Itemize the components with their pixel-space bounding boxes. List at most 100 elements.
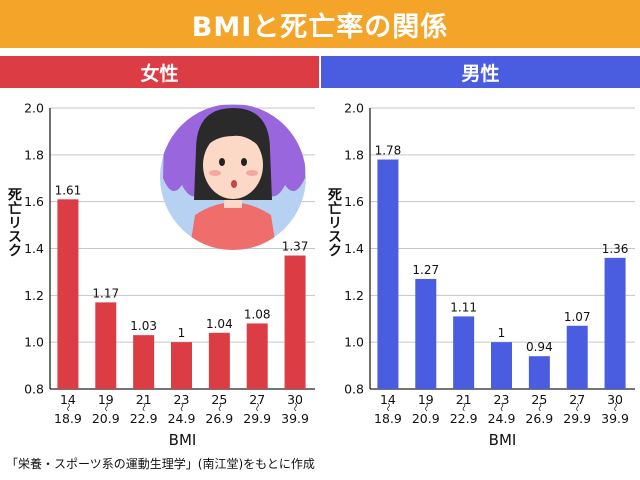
x-tick-label: 25 [211, 392, 227, 407]
x-tick-label: 20.9 [412, 411, 440, 426]
range-tilde: 〜 [176, 402, 186, 411]
title-banner: BMIと死亡率の関係 [0, 0, 640, 48]
x-tick-label: 24.9 [488, 411, 516, 426]
bar [453, 316, 475, 389]
data-label: 1 [178, 326, 186, 340]
y-tick-label: 1.6 [344, 194, 364, 209]
y-tick-label: 1.4 [24, 241, 44, 256]
data-label: 1.04 [206, 317, 233, 331]
x-tick-label: 26.9 [205, 411, 233, 426]
range-tilde: 〜 [609, 402, 619, 411]
woman-illustration [160, 104, 306, 250]
data-label: 1.17 [92, 286, 119, 300]
x-tick-label: 18.9 [54, 411, 82, 426]
x-tick-label: 23 [494, 392, 510, 407]
range-tilde: 〜 [420, 402, 430, 411]
bar [377, 159, 399, 389]
data-label: 1 [498, 326, 506, 340]
x-tick-label: 22.9 [450, 411, 478, 426]
bar [133, 335, 155, 389]
x-tick-label: 23 [174, 392, 190, 407]
data-label: 1.36 [602, 242, 629, 256]
x-tick-label: 22.9 [130, 411, 158, 426]
page-title: BMIと死亡率の関係 [191, 11, 449, 43]
male-panel-header: 男性 [321, 56, 640, 88]
data-label: 1.61 [55, 183, 82, 197]
range-tilde: 〜 [458, 402, 468, 411]
y-tick-label: 1.6 [24, 194, 44, 209]
right-eye [241, 158, 247, 166]
x-tick-label: 29.9 [243, 411, 271, 426]
y-tick-label: 0.8 [24, 382, 44, 397]
y-tick-label: 1.0 [344, 335, 364, 350]
x-tick-label: 27 [569, 392, 585, 407]
x-axis-title: BMI [489, 431, 517, 449]
range-tilde: 〜 [62, 402, 72, 411]
bar [246, 323, 268, 389]
x-tick-label: 19 [98, 392, 114, 407]
left-cheek [209, 170, 221, 176]
data-label: 1.08 [244, 307, 271, 321]
x-tick-label: 25 [531, 392, 547, 407]
x-tick-label: 30 [607, 392, 623, 407]
shirt [188, 202, 278, 250]
source-note: 「栄養・スポーツ系の運動生理学」(南江堂)をもとに作成 [6, 457, 315, 471]
bar [528, 356, 550, 389]
y-tick-label: 2.0 [344, 101, 364, 116]
range-tilde: 〜 [138, 402, 148, 411]
x-tick-label: 14 [380, 392, 396, 407]
x-tick-label: 27 [249, 392, 265, 407]
x-tick-label: 39.9 [601, 411, 629, 426]
range-tilde: 〜 [496, 402, 506, 411]
y-tick-label: 1.8 [24, 147, 44, 162]
x-tick-label: 20.9 [92, 411, 120, 426]
range-tilde: 〜 [571, 402, 581, 411]
bar [208, 332, 230, 389]
data-label: 1.27 [412, 263, 439, 277]
range-tilde: 〜 [289, 402, 299, 411]
bar [95, 302, 117, 389]
bangs [203, 121, 263, 150]
bar [491, 342, 512, 389]
x-tick-label: 30 [287, 392, 303, 407]
range-tilde: 〜 [213, 402, 223, 411]
face [203, 131, 263, 199]
data-label: 1.03 [130, 319, 157, 333]
mouth [231, 180, 237, 188]
y-tick-label: 1.8 [344, 147, 364, 162]
x-tick-label: 29.9 [563, 411, 591, 426]
y-tick-label: 1.4 [344, 241, 364, 256]
bar [284, 255, 306, 389]
data-label: 0.94 [526, 340, 553, 354]
x-tick-label: 24.9 [168, 411, 196, 426]
x-tick-label: 21 [136, 392, 152, 407]
y-tick-label: 1.2 [24, 288, 44, 303]
range-tilde: 〜 [251, 402, 261, 411]
data-label: 1.11 [450, 300, 477, 314]
y-tick-label: 1.2 [344, 288, 364, 303]
range-tilde: 〜 [100, 402, 110, 411]
y-tick-label: 0.8 [344, 382, 364, 397]
bar [57, 199, 79, 389]
y-axis-title: 死亡リスク [6, 187, 23, 257]
bar [415, 278, 437, 389]
x-tick-label: 39.9 [281, 411, 309, 426]
data-label: 1.37 [282, 240, 309, 254]
y-axis-title: 死亡リスク [326, 187, 343, 257]
x-tick-label: 19 [418, 392, 434, 407]
x-tick-label: 21 [456, 392, 472, 407]
right-cheek [246, 170, 258, 176]
x-tick-label: 18.9 [374, 411, 402, 426]
x-tick-label: 14 [60, 392, 76, 407]
y-tick-label: 2.0 [24, 101, 44, 116]
charts-area: 0.81.01.21.41.61.82.01.6114〜18.91.1719〜2… [6, 101, 635, 449]
x-tick-label: 26.9 [525, 411, 553, 426]
data-label: 1.07 [564, 310, 591, 324]
male-chart: 0.81.01.21.41.61.82.01.7814〜18.91.2719〜2… [326, 101, 635, 449]
bar [604, 257, 626, 389]
bar [171, 342, 192, 389]
range-tilde: 〜 [382, 402, 392, 411]
x-axis-title: BMI [169, 431, 197, 449]
left-eye [219, 158, 225, 166]
y-tick-label: 1.0 [24, 335, 44, 350]
